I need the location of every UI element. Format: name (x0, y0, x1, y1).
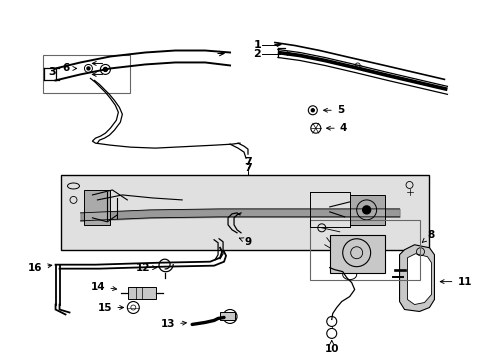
Circle shape (103, 67, 107, 71)
Bar (329, 235, 384, 273)
Circle shape (311, 109, 314, 112)
Text: 8: 8 (422, 230, 434, 242)
Text: 13: 13 (161, 319, 186, 329)
Text: 1: 1 (253, 40, 261, 50)
Circle shape (362, 206, 370, 214)
Polygon shape (407, 254, 430, 305)
Text: 15: 15 (98, 302, 123, 312)
Bar (128, 287, 156, 298)
Text: 6: 6 (62, 63, 77, 73)
Text: 3: 3 (48, 67, 56, 77)
Polygon shape (399, 245, 433, 311)
Bar (309, 220, 419, 280)
Bar (349, 195, 384, 225)
Bar (220, 312, 235, 320)
Text: 7: 7 (244, 163, 251, 173)
Text: 12: 12 (136, 263, 156, 273)
Text: 4: 4 (326, 123, 346, 133)
Text: 7: 7 (244, 157, 251, 167)
Bar (42, 55, 130, 93)
Circle shape (226, 314, 233, 319)
Text: 2: 2 (253, 49, 261, 59)
Text: 16: 16 (28, 263, 52, 273)
Text: 10: 10 (324, 341, 338, 354)
Text: 11: 11 (439, 276, 471, 287)
Bar (61, 175, 428, 250)
Text: 5: 5 (323, 105, 343, 115)
Text: 14: 14 (91, 282, 116, 292)
Circle shape (87, 67, 90, 70)
Text: 9: 9 (239, 237, 252, 247)
Bar (84, 190, 110, 225)
